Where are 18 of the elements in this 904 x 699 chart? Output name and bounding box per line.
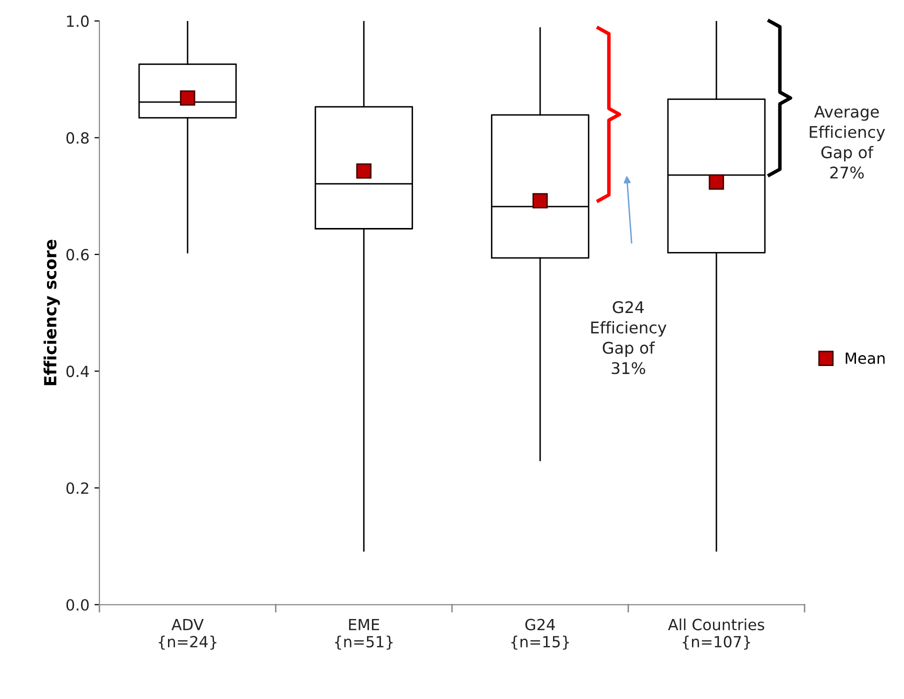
legend-label: Mean	[846, 352, 885, 364]
x-tick-label: G24 {n=15}	[511, 618, 569, 650]
y-tick-label: 1.0	[67, 15, 89, 27]
point	[356, 163, 372, 179]
point	[532, 193, 548, 208]
x-tick-label: All Countries {n=107}	[668, 618, 764, 650]
y-axis-title: Efficiency score	[44, 240, 60, 386]
x-tick-label: ADV {n=24}	[158, 618, 216, 650]
point	[708, 174, 724, 190]
point	[180, 90, 196, 106]
y-tick-label: 0.6	[66, 248, 89, 260]
y-tick-label: 0.4	[66, 366, 89, 378]
annotation: G24 Efficiency Gap of 31%	[591, 301, 666, 374]
text: Average Efficiency Gap of 27%	[810, 106, 885, 179]
x-tick-label: EME {n=51}	[335, 618, 393, 650]
y-tick-label: 0.2	[66, 482, 88, 494]
y-tick-label: 0.0	[66, 599, 89, 611]
y-tick-label: 0.8	[66, 132, 89, 144]
